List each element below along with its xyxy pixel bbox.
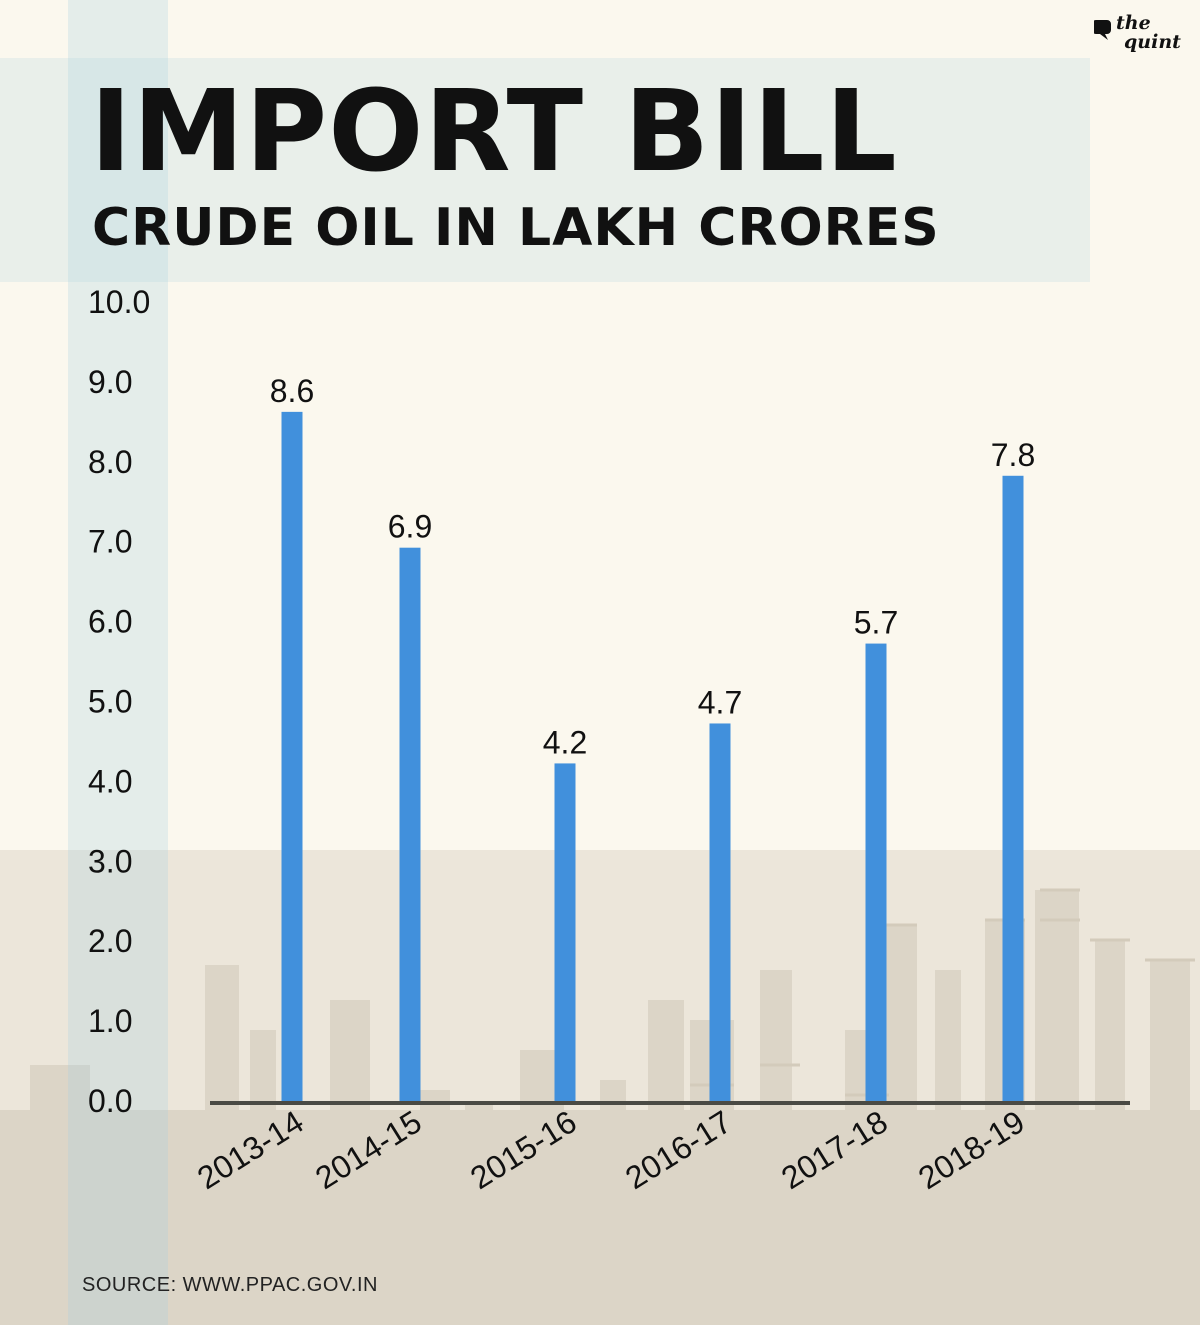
data-label: 4.2: [543, 724, 587, 760]
background-vertical-stripe: [68, 0, 168, 1325]
y-axis-ticks: 0.0 1.0 2.0 3.0 4.0 5.0 6.0 7.0 8.0 9.0 10.0: [88, 284, 150, 1119]
data-label: 6.9: [388, 509, 432, 545]
y-tick-label: 0.0: [88, 1083, 132, 1119]
bar: [709, 723, 731, 1101]
quote-mark-icon: [1094, 20, 1111, 40]
y-tick-label: 9.0: [88, 364, 132, 400]
bar: [554, 763, 576, 1101]
x-tick-label: 2013-14: [191, 1103, 310, 1196]
bar-series: [281, 411, 1024, 1101]
logo-line-1: the: [1116, 12, 1151, 34]
data-label: 8.6: [270, 373, 314, 409]
y-tick-label: 1.0: [88, 1003, 132, 1039]
x-tick-label: 2018-19: [912, 1103, 1031, 1196]
bar: [1002, 475, 1024, 1101]
bar: [399, 547, 421, 1101]
x-tick-label: 2017-18: [775, 1103, 894, 1196]
data-label: 7.8: [991, 437, 1035, 473]
y-tick-label: 8.0: [88, 444, 132, 480]
y-tick-label: 2.0: [88, 923, 132, 959]
bar: [865, 643, 887, 1101]
source-credit: SOURCE: WWW.PPAC.GOV.IN: [82, 1274, 378, 1296]
y-tick-label: 7.0: [88, 524, 132, 560]
x-tick-label: 2016-17: [619, 1103, 738, 1196]
the-quint-logo: the quint: [1094, 14, 1181, 70]
x-tick-label: 2014-15: [309, 1103, 428, 1196]
page-title: IMPORT BILL: [90, 67, 898, 197]
logo-wordmark: the quint: [1116, 14, 1181, 52]
x-axis-labels: 2013-14 2014-15 2015-16 2016-17 2017-18 2018-…: [191, 1103, 1031, 1196]
header-background-band: [0, 58, 1090, 282]
bar: [281, 411, 303, 1101]
logo-line-2: quint: [1124, 31, 1181, 53]
chart-subtitle: CRUDE OIL IN LAKH CRORES: [92, 198, 940, 258]
y-tick-label: 5.0: [88, 684, 132, 720]
y-tick-label: 3.0: [88, 843, 132, 879]
x-tick-label: 2015-16: [464, 1103, 583, 1196]
y-tick-label: 6.0: [88, 604, 132, 640]
data-labels: 8.6 6.9 4.2 4.7 5.7 7.8: [270, 373, 1035, 761]
data-label: 4.7: [698, 684, 742, 720]
data-label: 5.7: [854, 605, 898, 641]
y-tick-label: 4.0: [88, 763, 132, 799]
y-tick-label: 10.0: [88, 284, 150, 320]
